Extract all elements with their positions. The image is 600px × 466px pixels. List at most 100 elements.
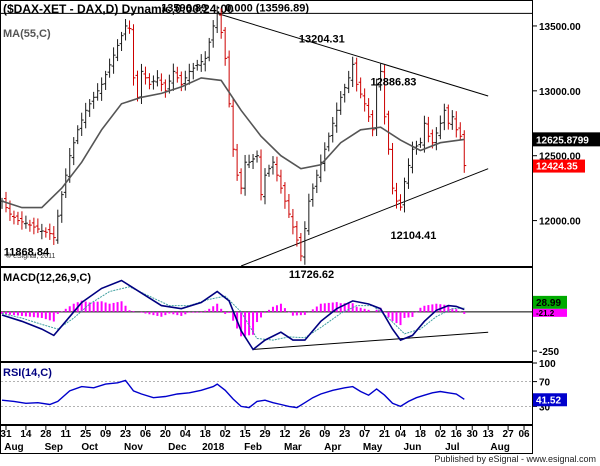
x-month-label: May	[363, 442, 383, 453]
ohlc-bar	[338, 91, 343, 115]
price-annotation: 12886.83	[371, 77, 417, 89]
x-day-label: 29	[259, 429, 271, 440]
ohlc-bar	[370, 110, 375, 137]
x-day-label: 14	[20, 429, 32, 440]
x-day-label: 06	[140, 429, 152, 440]
price-annotation: 13596.89	[161, 2, 207, 14]
trendline	[217, 12, 489, 97]
last-price-box	[533, 132, 600, 147]
ohlc-bar	[103, 70, 108, 90]
ohlc-bar	[362, 88, 367, 112]
ohlc-bar	[143, 66, 148, 85]
ohlc-bar	[183, 70, 188, 91]
ohlc-bar	[19, 211, 24, 230]
ma55-line	[1, 77, 465, 209]
macd-trendline	[253, 331, 489, 350]
ohlc-bar	[131, 24, 136, 86]
x-day-label: 16	[451, 429, 463, 440]
rsi-value-label: 41.52	[536, 395, 561, 406]
rsi-y-tick-label: 30	[539, 402, 551, 413]
y-tick-label: 12500.00	[539, 152, 581, 163]
x-day-label: 28	[40, 429, 52, 440]
ohlc-bar	[442, 103, 447, 131]
ohlc-bar	[223, 27, 228, 66]
ohlc-bar	[187, 63, 192, 85]
price-annotation: 11726.62	[289, 269, 334, 281]
rsi-y-tick-label: 70	[539, 378, 551, 389]
ohlc-bar	[247, 154, 252, 169]
x-month-label: Aug	[4, 442, 23, 453]
ohlc-bar	[462, 130, 467, 173]
ohlc-bar	[239, 168, 244, 195]
ohlc-bar	[195, 59, 200, 71]
ohlc-bar	[11, 210, 16, 225]
ohlc-bar	[350, 56, 355, 87]
x-month-label: Dec	[168, 442, 187, 453]
ohlc-bar	[191, 62, 196, 80]
ohlc-bar	[219, 8, 224, 39]
x-day-label: 11	[60, 429, 71, 440]
ohlc-bar	[171, 63, 176, 91]
ohlc-bar	[322, 142, 327, 172]
ohlc-bar	[71, 137, 76, 166]
ohlc-bar	[51, 226, 56, 245]
ohlc-bar	[402, 177, 407, 213]
macd-layer: -250 28.99-21.2	[1, 279, 567, 358]
ohlc-bar	[75, 125, 80, 145]
ohlc-bar	[95, 83, 100, 101]
last-price-label: 12625.8799	[536, 135, 589, 146]
ohlc-bar	[326, 132, 331, 152]
x-month-label: Feb	[244, 442, 262, 453]
macd-value-label: 28.99	[536, 298, 561, 309]
ohlc-bar	[211, 20, 216, 48]
ohlc-bar	[259, 149, 264, 201]
x-month-label: Sep	[45, 442, 63, 453]
price-panel-frame	[0, 0, 533, 267]
trendline	[240, 168, 489, 267]
price-annotation: 13204.31	[299, 33, 345, 45]
x-day-label: 27	[503, 429, 515, 440]
ohlc-bar	[446, 104, 451, 130]
ohlc-bar	[127, 20, 132, 34]
macd-y-tick-label: -250	[539, 347, 559, 358]
ohlc-bar	[227, 50, 232, 108]
ohlc-bar	[47, 223, 52, 240]
x-day-label: 23	[120, 429, 132, 440]
x-day-label: 23	[339, 429, 351, 440]
ohlc-bar	[119, 31, 124, 52]
ohlc-bar	[310, 183, 315, 207]
rsi-value-box	[533, 393, 567, 407]
ohlc-bar	[99, 77, 104, 101]
ohlc-bar	[438, 115, 443, 140]
ohlc-bar	[255, 150, 260, 163]
signal-value-box	[533, 308, 567, 317]
ohlc-bar	[354, 57, 359, 92]
ohlc-bar	[450, 110, 455, 130]
chart-title: ($DAX-XET - DAX,D) Dynamic,0:00:24:00	[3, 2, 234, 16]
ohlc-bar	[111, 47, 116, 74]
x-day-label: 12	[279, 429, 291, 440]
x-month-label: 2018	[202, 442, 225, 453]
x-axis-frame	[0, 425, 533, 454]
x-day-label: 26	[299, 429, 311, 440]
ohlc-bar	[406, 158, 411, 189]
ohlc-bar	[175, 66, 180, 83]
ohlc-bar	[274, 156, 279, 182]
x-day-label: 09	[100, 429, 112, 440]
ohlc-bar	[231, 98, 236, 157]
ohlc-bar	[43, 227, 48, 238]
ohlc-bar	[458, 122, 463, 141]
ohlc-bar	[454, 111, 459, 138]
ohlc-bar	[426, 116, 431, 143]
ohlc-bar	[358, 77, 363, 99]
x-day-label: 30	[467, 429, 479, 440]
ohlc-bar	[434, 127, 439, 151]
ohlc-bar	[31, 217, 36, 235]
ohlc-bar	[390, 142, 395, 195]
x-day-label: 31	[0, 429, 12, 440]
ohlc-bar	[286, 193, 291, 218]
ohlc-bar	[263, 168, 268, 205]
macd-title: MACD(12,26,9,C)	[3, 272, 91, 284]
y-tick-label: 12000.00	[539, 217, 581, 228]
